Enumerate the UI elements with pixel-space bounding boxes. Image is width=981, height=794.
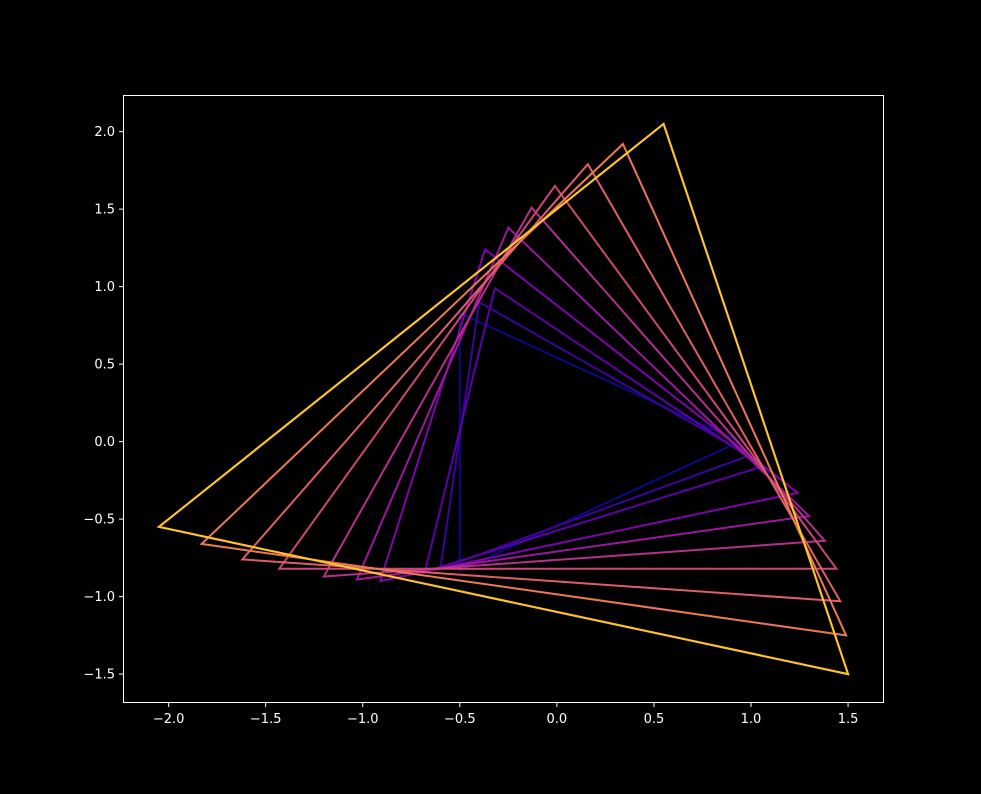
x-axis-ticks: −2.0 −1.5 −1.0 −0.5 0.0 0.5 1.0 1.5 [153,702,859,727]
x-tick-label: 0.5 [644,712,665,727]
x-tick-label: 1.0 [741,712,762,727]
triangle-series-8 [240,162,843,603]
triangle-series-3 [423,286,765,574]
y-tick-label: −1.0 [83,590,115,605]
y-tick-label: −1.5 [83,668,115,683]
triangle-series-2 [439,300,752,571]
triangle-series-10 [156,122,850,676]
y-tick-label: 2.0 [94,125,115,140]
y-tick-label: 1.5 [94,203,115,218]
x-tick-label: 1.5 [838,712,859,727]
y-tick-label: 0.0 [94,435,115,450]
y-tick-label: 1.0 [94,280,115,295]
triangle-series-7 [277,184,839,570]
y-axis-ticks: −1.5 −1.0 −0.5 0.0 0.5 1.0 1.5 2.0 [83,125,124,683]
triangle-series-9 [199,142,848,637]
x-tick-label: 0.0 [547,712,568,727]
triangle-series-11 [156,122,850,676]
x-tick-label: −0.5 [444,712,476,727]
x-tick-label: −2.0 [153,712,185,727]
y-tick-label: −0.5 [83,513,115,528]
triangle-series-5 [355,225,812,581]
plot-area-frame [123,95,884,703]
series-layer [156,122,850,676]
x-tick-label: −1.0 [347,712,379,727]
triangle-series-4 [378,247,800,583]
x-tick-label: −1.5 [250,712,282,727]
y-tick-label: 0.5 [94,358,115,373]
triangle-series-6 [322,205,827,578]
